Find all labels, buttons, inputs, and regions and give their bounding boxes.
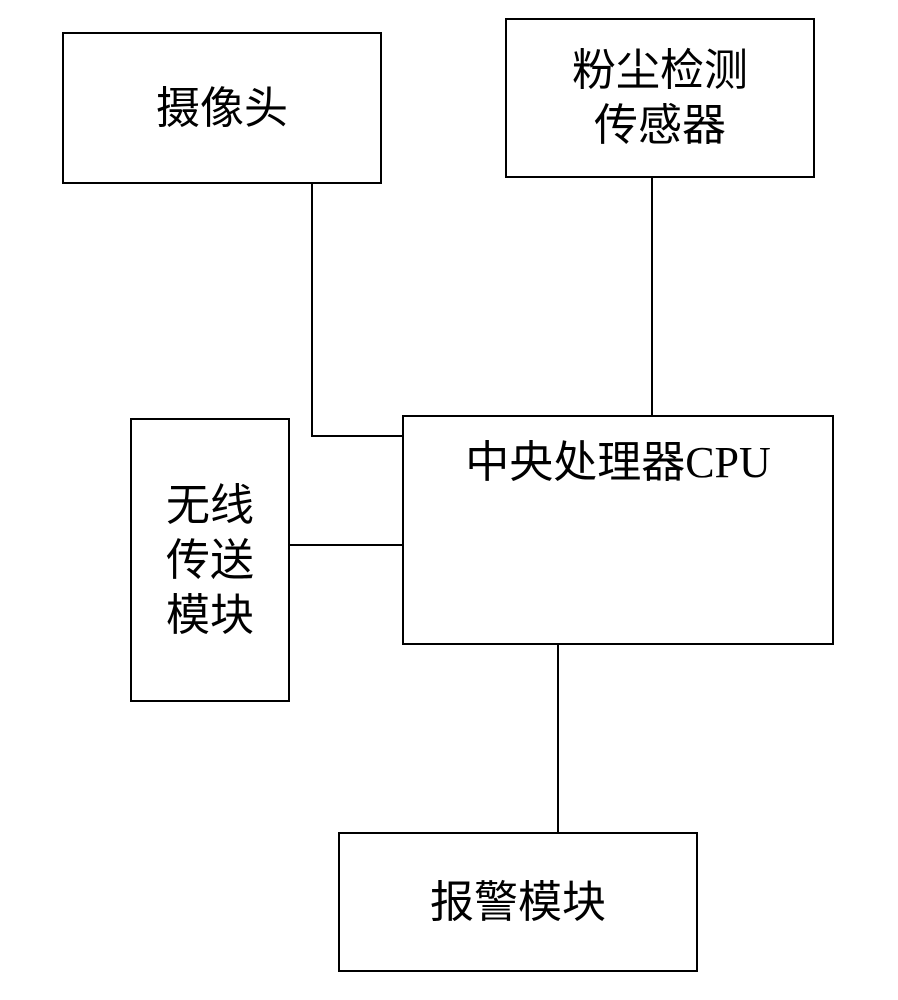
edge-wireless-cpu <box>290 544 402 546</box>
node-alarm: 报警模块 <box>338 832 698 972</box>
node-cpu-label: 中央处理器CPU <box>465 435 771 490</box>
node-wireless-label: 无线传送模块 <box>166 478 254 643</box>
node-alarm-label: 报警模块 <box>430 875 606 930</box>
node-dust-sensor-label: 粉尘检测传感器 <box>572 43 748 153</box>
node-camera: 摄像头 <box>62 32 382 184</box>
node-wireless: 无线传送模块 <box>130 418 290 702</box>
edge-cpu-alarm <box>557 645 559 832</box>
node-cpu: 中央处理器CPU <box>402 415 834 645</box>
edge-dust-cpu <box>651 178 653 415</box>
edge-camera-cpu-v <box>311 184 313 436</box>
node-dust-sensor: 粉尘检测传感器 <box>505 18 815 178</box>
node-camera-label: 摄像头 <box>156 81 288 136</box>
edge-camera-cpu-h <box>311 435 402 437</box>
